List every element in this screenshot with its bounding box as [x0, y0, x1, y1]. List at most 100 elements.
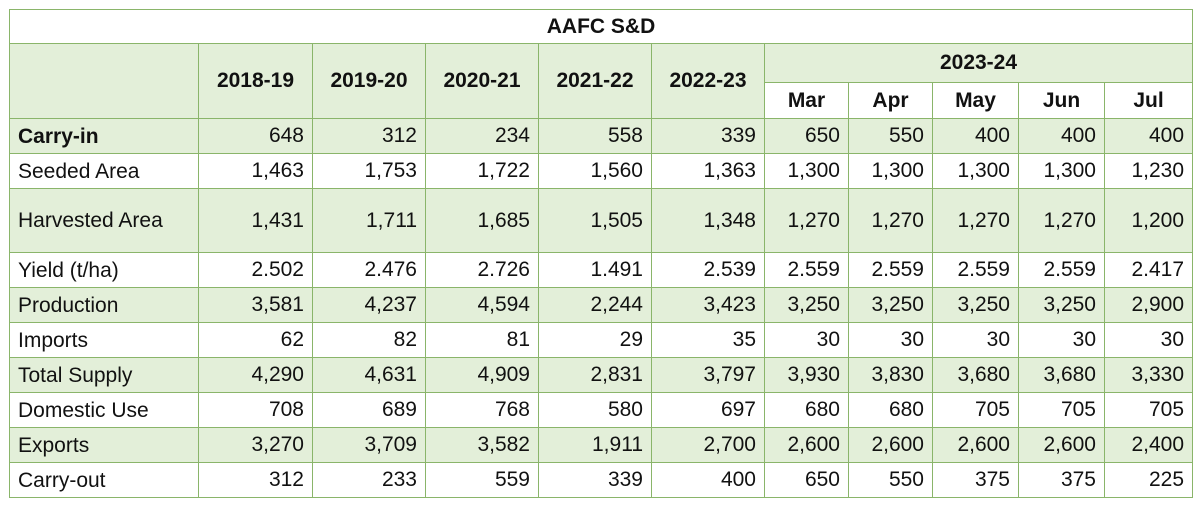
- table-cell: 1,363: [651, 153, 765, 189]
- label-column-header: [9, 43, 199, 119]
- table-cell: 1,711: [312, 188, 426, 253]
- table-cell: 1.491: [538, 252, 652, 288]
- table-cell: 680: [764, 392, 849, 428]
- table-cell: 29: [538, 322, 652, 358]
- table-cell: 768: [425, 392, 539, 428]
- year-header-2020-21: 2020-21: [425, 43, 539, 119]
- table-cell: 3,830: [848, 357, 933, 393]
- table-cell: 1,300: [932, 153, 1019, 189]
- table-cell: 3,330: [1103, 357, 1194, 393]
- table-cell: 3,250: [1018, 287, 1105, 323]
- row-label: Exports: [9, 427, 199, 463]
- table-cell: 580: [538, 392, 652, 428]
- table-cell: 550: [848, 118, 933, 154]
- supply-demand-table: AAFC S&D 2018-19 2019-20 2020-21 2021-22…: [8, 9, 1194, 498]
- table-cell: 30: [932, 322, 1019, 358]
- table-cell: 1,270: [932, 188, 1019, 253]
- table-cell: 705: [932, 392, 1019, 428]
- table-cell: 2,600: [848, 427, 933, 463]
- table-cell: 375: [932, 462, 1019, 498]
- month-header-may: May: [932, 82, 1019, 119]
- table-cell: 705: [1103, 392, 1194, 428]
- table-cell: 2,600: [764, 427, 849, 463]
- table-cell: 3,797: [651, 357, 765, 393]
- table-cell: 708: [198, 392, 313, 428]
- table-cell: 3,582: [425, 427, 539, 463]
- table-cell: 1,431: [198, 188, 313, 253]
- table-cell: 3,709: [312, 427, 426, 463]
- table-cell: 1,722: [425, 153, 539, 189]
- table-cell: 559: [425, 462, 539, 498]
- table-cell: 2.476: [312, 252, 426, 288]
- supply-demand-table-container: AAFC S&D 2018-19 2019-20 2020-21 2021-22…: [8, 9, 1194, 498]
- table-cell: 4,631: [312, 357, 426, 393]
- row-label: Carry-out: [9, 462, 199, 498]
- table-cell: 1,753: [312, 153, 426, 189]
- row-label: Yield (t/ha): [9, 252, 199, 288]
- table-cell: 558: [538, 118, 652, 154]
- table-cell: 1,230: [1103, 153, 1194, 189]
- month-header-apr: Apr: [848, 82, 933, 119]
- table-cell: 2.539: [651, 252, 765, 288]
- table-cell: 30: [764, 322, 849, 358]
- table-cell: 81: [425, 322, 539, 358]
- table-cell: 1,300: [764, 153, 849, 189]
- table-cell: 30: [1018, 322, 1105, 358]
- table-cell: 3,930: [764, 357, 849, 393]
- table-cell: 233: [312, 462, 426, 498]
- table-cell: 2.726: [425, 252, 539, 288]
- table-row: Harvested Area 1,431 1,711 1,685 1,505 1,348 1…: [9, 188, 1194, 253]
- year-header-2019-20: 2019-20: [312, 43, 426, 119]
- table-cell: 697: [651, 392, 765, 428]
- table-cell: 375: [1018, 462, 1105, 498]
- table-cell: 1,270: [848, 188, 933, 253]
- table-cell: 312: [312, 118, 426, 154]
- year-header-2022-23: 2022-23: [651, 43, 765, 119]
- table-cell: 1,300: [1018, 153, 1105, 189]
- month-header-mar: Mar: [764, 82, 849, 119]
- table-cell: 2,700: [651, 427, 765, 463]
- table-cell: 2.502: [198, 252, 313, 288]
- table-cell: 3,680: [932, 357, 1019, 393]
- table-cell: 4,594: [425, 287, 539, 323]
- row-label: Carry-in: [9, 118, 199, 154]
- table-cell: 400: [1018, 118, 1105, 154]
- table-cell: 3,680: [1018, 357, 1105, 393]
- table-cell: 2.559: [1018, 252, 1105, 288]
- table-cell: 2.559: [932, 252, 1019, 288]
- table-cell: 2,600: [932, 427, 1019, 463]
- table-cell: 1,463: [198, 153, 313, 189]
- table-cell: 3,423: [651, 287, 765, 323]
- row-label: Domestic Use: [9, 392, 199, 428]
- month-header-jun: Jun: [1018, 82, 1105, 119]
- table-cell: 650: [764, 118, 849, 154]
- table-cell: 400: [651, 462, 765, 498]
- table-cell: 2.417: [1103, 252, 1194, 288]
- table-cell: 2,600: [1018, 427, 1105, 463]
- table-row: Yield (t/ha) 2.502 2.476 2.726 1.491 2.539 2.5…: [9, 252, 1194, 288]
- table-cell: 1,560: [538, 153, 652, 189]
- row-label: Total Supply: [9, 357, 199, 393]
- table-cell: 30: [848, 322, 933, 358]
- table-row: Production 3,581 4,237 4,594 2,244 3,423 3,250…: [9, 287, 1194, 323]
- table-cell: 62: [198, 322, 313, 358]
- table-cell: 225: [1103, 462, 1194, 498]
- table-cell: 234: [425, 118, 539, 154]
- table-cell: 2,400: [1103, 427, 1194, 463]
- table-cell: 2.559: [848, 252, 933, 288]
- table-row: Carry-in 648 312 234 558 339 650 550 400 400 400: [9, 118, 1194, 154]
- row-label: Production: [9, 287, 199, 323]
- table-cell: 4,237: [312, 287, 426, 323]
- table-cell: 3,270: [198, 427, 313, 463]
- table-cell: 3,250: [932, 287, 1019, 323]
- table-body: Carry-in 648 312 234 558 339 650 550 400 400 400 Se…: [9, 118, 1194, 498]
- month-header-jul: Jul: [1103, 82, 1194, 119]
- year-header-2018-19: 2018-19: [198, 43, 313, 119]
- table-cell: 30: [1103, 322, 1194, 358]
- table-cell: 2,900: [1103, 287, 1194, 323]
- table-row: Exports 3,270 3,709 3,582 1,911 2,700 2,600 2,6…: [9, 427, 1194, 463]
- table-cell: 3,581: [198, 287, 313, 323]
- table-cell: 82: [312, 322, 426, 358]
- table-cell: 1,505: [538, 188, 652, 253]
- table-cell: 1,270: [764, 188, 849, 253]
